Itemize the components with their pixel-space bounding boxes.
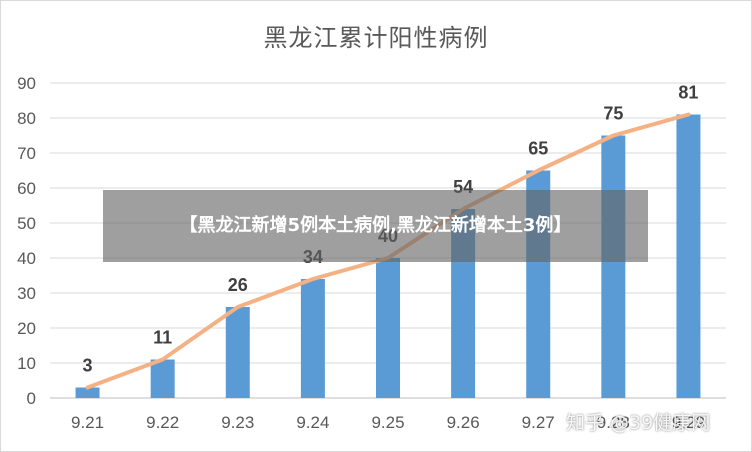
y-axis-ticks: 0 10 20 30 40 50 60 70 80 90 [17, 74, 36, 408]
chart-title: 黑龙江累计阳性病例 [263, 24, 489, 52]
y-tick-label: 10 [17, 354, 36, 373]
bar [601, 135, 626, 398]
data-label: 75 [603, 104, 623, 124]
bar [676, 114, 701, 398]
y-tick-label: 60 [17, 179, 36, 198]
data-label: 11 [153, 328, 172, 348]
data-label: 81 [678, 83, 698, 103]
y-tick-label: 50 [17, 214, 36, 233]
headline-banner[interactable]: 【黑龙江新增5例本土病例,黑龙江新增本土3例】 [103, 190, 648, 262]
data-label: 3 [83, 356, 93, 376]
watermark: 知乎 @39健康网 [566, 412, 711, 434]
x-tick-label: 9.29 [672, 413, 705, 432]
data-label: 26 [228, 275, 248, 295]
x-tick-label: 9.26 [447, 413, 480, 432]
bar [225, 307, 250, 398]
bar [300, 279, 325, 398]
y-tick-label: 0 [27, 389, 36, 408]
x-tick-label: 9.28 [597, 413, 630, 432]
x-tick-label: 9.22 [146, 413, 179, 432]
data-label: 65 [528, 139, 548, 159]
y-tick-label: 20 [17, 319, 36, 338]
bar [376, 258, 400, 398]
bar [150, 359, 175, 398]
x-tick-label: 9.23 [221, 413, 254, 432]
x-tick-label: 9.24 [296, 413, 329, 432]
y-tick-label: 40 [17, 249, 36, 268]
y-tick-label: 30 [17, 284, 36, 303]
y-tick-label: 70 [17, 144, 36, 163]
x-tick-label: 9.21 [71, 413, 104, 432]
headline-text[interactable]: 【黑龙江新增5例本土病例,黑龙江新增本土3例】 [179, 215, 572, 236]
x-tick-label: 9.27 [522, 413, 555, 432]
x-tick-label: 9.25 [371, 413, 404, 432]
bar [75, 387, 100, 398]
y-tick-label: 80 [17, 109, 36, 128]
x-axis-ticks: 9.21 9.22 9.23 9.24 9.25 9.26 9.27 9.28 9.29 [71, 413, 705, 432]
bar-series [75, 114, 701, 398]
y-tick-label: 90 [17, 74, 36, 93]
